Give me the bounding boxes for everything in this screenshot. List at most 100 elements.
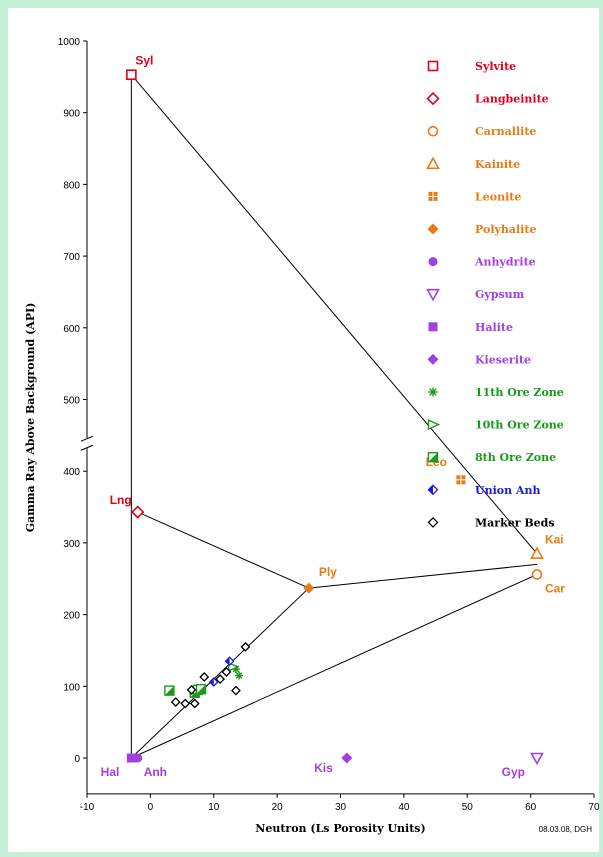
y-tick-label: 400	[63, 467, 80, 478]
y-tick-label: 800	[63, 180, 80, 191]
data-point	[303, 582, 315, 594]
y-tick-label: 200	[63, 611, 80, 622]
legend-label: Union Anh	[475, 484, 540, 497]
legend-label: 11th Ore Zone	[475, 386, 564, 399]
mineral-label: Syl	[135, 54, 153, 68]
data-point	[126, 69, 137, 80]
legend-marker	[428, 191, 438, 201]
legend-marker	[426, 156, 440, 170]
data-point	[195, 683, 207, 695]
data-point	[131, 505, 145, 519]
x-tick-label: 10	[208, 802, 220, 813]
y-tick-label: 900	[63, 109, 80, 120]
legend-marker	[427, 452, 439, 463]
legend-label: Kainite	[475, 158, 520, 171]
data-point	[186, 684, 197, 695]
data-point	[126, 753, 136, 763]
x-tick-label: -10	[80, 802, 95, 813]
mineral-label: Ply	[319, 565, 337, 579]
data-point	[531, 569, 543, 580]
legend-label: Carnallite	[475, 125, 536, 138]
legend-marker	[427, 223, 439, 235]
y-axis-label: Gamma Ray Above Background (API)	[24, 303, 37, 533]
x-tick-label: 0	[148, 802, 154, 813]
legend: Sylvite Langbeinite Carnallite Kainite Leoni…	[426, 60, 564, 529]
tie-line	[131, 587, 310, 759]
data-point	[228, 661, 240, 673]
legend-marker	[427, 516, 439, 528]
x-tick-label: 20	[272, 802, 284, 813]
y-tick-label: 500	[63, 396, 80, 407]
data-point	[199, 672, 210, 682]
x-tick-label: 60	[525, 802, 537, 813]
data-point	[530, 546, 544, 559]
mineral-label: Lng	[110, 493, 132, 507]
legend-label: Langbeinite	[475, 93, 549, 106]
legend-label: Marker Beds	[475, 516, 555, 529]
mineral-label: Kis	[314, 761, 333, 775]
data-point	[221, 667, 232, 677]
data-point	[208, 677, 219, 687]
legend-marker	[426, 288, 440, 302]
legend-marker	[427, 419, 441, 431]
y-tick-label: 300	[63, 539, 80, 550]
y-tick-label: 100	[63, 682, 80, 693]
legend-marker	[427, 484, 439, 496]
data-point	[224, 656, 235, 667]
data-point	[341, 752, 353, 764]
tie-line	[137, 511, 310, 589]
y-tick-label: 600	[63, 324, 80, 335]
data-point	[231, 685, 241, 696]
y-tick-label: 700	[63, 252, 80, 263]
x-tick-label: 40	[398, 802, 410, 813]
legend-label: Polyhalite	[475, 223, 536, 236]
crossplot-chart: 0 100 200 300 400 500 600 700 800 900 1000 -10 0 10 20…	[24, 37, 599, 835]
legend-marker	[428, 322, 438, 332]
legend-marker	[428, 257, 438, 267]
data-points	[126, 69, 544, 766]
data-point	[235, 671, 244, 680]
y-tick-label: 1000	[58, 37, 81, 48]
legend-label: 8th Ore Zone	[475, 451, 556, 464]
mineral-labels: SylLngLeoKaiPlyCarHalAnhKisGyp	[101, 54, 566, 779]
x-axis-label: Neutron (Ls Porosity Units)	[255, 822, 425, 835]
axis-break-mark	[80, 435, 94, 442]
legend-marker	[427, 125, 439, 137]
y-tick-label: 0	[74, 754, 80, 765]
mineral-label: Kai	[545, 533, 564, 547]
credit-text: 08.03.08, DGH	[539, 825, 593, 834]
x-tick-label: 50	[462, 802, 474, 813]
legend-label: Kieserite	[475, 353, 531, 366]
mineral-label: Anh	[144, 765, 167, 779]
tie-line	[130, 74, 538, 554]
legend-label: 10th Ore Zone	[475, 419, 564, 432]
tie-lines	[130, 74, 538, 759]
data-point	[456, 475, 466, 485]
axes: 0 100 200 300 400 500 600 700 800 900 1000 -10 0 10 20…	[58, 37, 599, 813]
legend-label: Anhydrite	[474, 256, 536, 269]
legend-label: Gypsum	[475, 288, 525, 301]
mineral-label: Hal	[101, 765, 120, 779]
x-tick-label: 70	[588, 802, 599, 813]
axis-break-gap	[80, 438, 94, 449]
data-point	[189, 698, 200, 709]
data-point	[530, 752, 544, 766]
data-point	[240, 641, 251, 652]
tie-line	[131, 573, 538, 759]
data-point	[164, 685, 175, 696]
axis-break-mark	[80, 444, 94, 451]
mineral-label: Gyp	[502, 765, 525, 779]
legend-label: Sylvite	[475, 60, 516, 73]
legend-marker	[427, 353, 439, 365]
x-tick-label: 30	[335, 802, 347, 813]
data-point	[215, 674, 226, 685]
tie-line	[308, 563, 538, 589]
mineral-label: Car	[545, 581, 565, 595]
data-point	[180, 698, 191, 709]
data-point	[170, 697, 181, 707]
legend-label: Leonite	[475, 190, 521, 203]
legend-label: Halite	[475, 321, 513, 334]
legend-marker	[426, 91, 440, 106]
chart-panel: 0 100 200 300 400 500 600 700 800 900 1000 -10 0 10 20…	[8, 8, 599, 852]
legend-marker	[427, 60, 439, 72]
